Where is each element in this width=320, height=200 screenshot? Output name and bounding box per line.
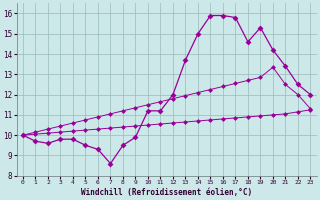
- X-axis label: Windchill (Refroidissement éolien,°C): Windchill (Refroidissement éolien,°C): [81, 188, 252, 197]
